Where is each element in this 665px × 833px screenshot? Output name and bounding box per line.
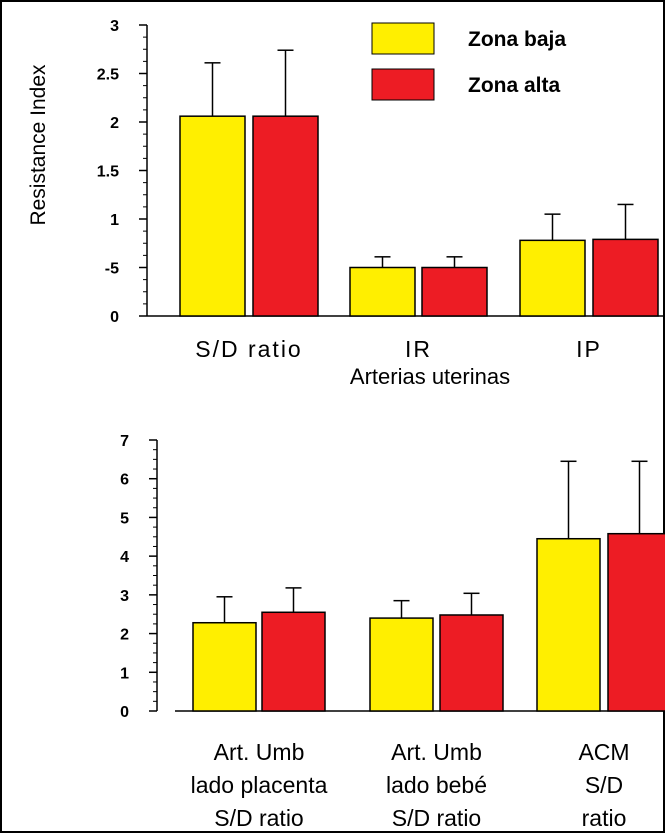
top-bars (179, 115, 659, 317)
top-y-ticks: 0 -5 1 1.5 2 2.5 3 (97, 18, 665, 326)
y-tick-label: 3 (110, 18, 119, 35)
legend: Zona baja Zona alta (371, 22, 566, 101)
y-tick-label: 3 (120, 588, 129, 605)
top-error-bars (204, 49, 634, 268)
y-tick-label: 2.5 (97, 67, 119, 84)
y-tick-label: 1.5 (97, 164, 119, 181)
y-tick-label: 0 (120, 704, 129, 721)
bar-zona-alta (252, 115, 319, 317)
bar-zona-baja (192, 621, 257, 712)
bar-zona-baja (369, 617, 434, 712)
category-label: IR (405, 336, 432, 362)
legend-swatch-zona-alta (371, 68, 435, 101)
y-tick-label: -5 (105, 261, 119, 278)
category-label: ACM (578, 739, 629, 765)
top-category-labels: S/D ratio IR IP (195, 336, 602, 362)
category-label: S/D ratio (195, 336, 302, 362)
y-tick-label: 2 (110, 115, 119, 132)
category-label: lado placenta (191, 772, 328, 798)
y-tick-label: 4 (120, 549, 129, 566)
chart-top: Resistance Index 0 -5 1 1.5 2 2.5 3 S/D ratio I… (27, 18, 665, 389)
category-label: Art. Umb (214, 739, 305, 765)
bar-zona-baja (536, 537, 601, 712)
category-label: S/D (585, 772, 623, 798)
bar-zona-baja (179, 115, 246, 317)
category-label: S/D ratio (214, 805, 303, 831)
category-label: Art. Umb (391, 739, 482, 765)
category-label: IP (576, 336, 602, 362)
category-label: S/D ratio (392, 805, 481, 831)
bottom-category-labels: Art. Umb lado placenta S/D ratio Art. Umb la… (191, 739, 630, 831)
y-tick-label: 0 (110, 309, 119, 326)
y-tick-label: 7 (120, 433, 129, 450)
bar-zona-alta (439, 614, 504, 712)
y-tick-label: 1 (120, 665, 129, 682)
bar-zona-baja (349, 266, 416, 317)
top-y-axis-label: Resistance Index (27, 64, 50, 226)
bar-zona-alta (421, 266, 488, 317)
category-label: ratio (582, 805, 627, 831)
category-label: lado bebé (386, 772, 487, 798)
y-tick-label: 5 (120, 510, 129, 527)
legend-label-zona-baja: Zona baja (468, 28, 566, 51)
bar-zona-alta (607, 532, 665, 712)
top-x-axis-label: Arterias uterinas (350, 364, 510, 389)
y-tick-label: 1 (110, 212, 119, 229)
y-tick-label: 6 (120, 472, 129, 489)
legend-swatch-zona-baja (371, 22, 435, 55)
y-tick-label: 2 (120, 627, 129, 644)
bar-zona-alta (592, 238, 659, 317)
bar-zona-baja (519, 239, 586, 317)
legend-label-zona-alta: Zona alta (468, 74, 561, 97)
bottom-bars (192, 532, 665, 712)
bottom-error-bars (216, 460, 648, 623)
bar-zona-alta (261, 611, 326, 712)
